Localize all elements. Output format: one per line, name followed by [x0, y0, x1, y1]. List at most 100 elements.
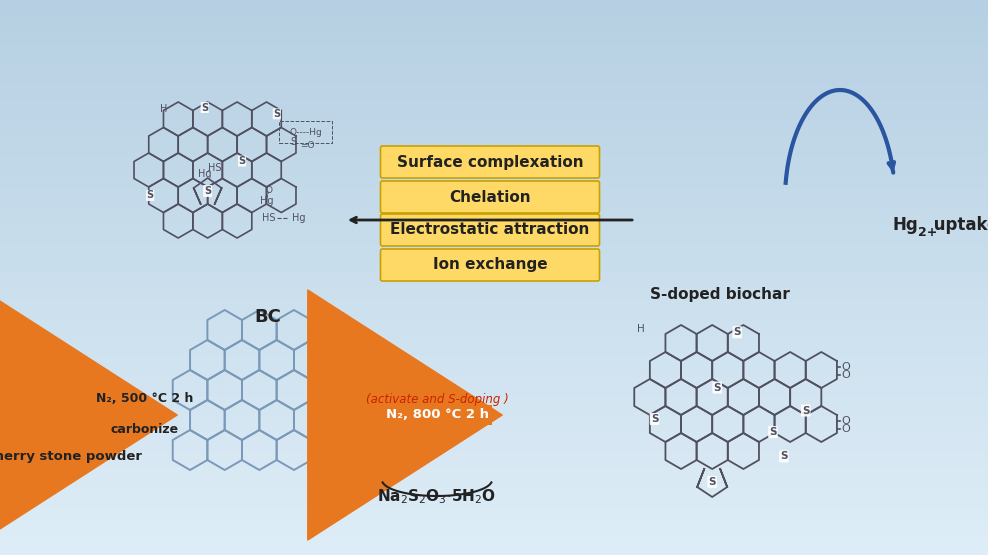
Bar: [0, 360, 988, 367]
Bar: [0, 249, 988, 256]
FancyBboxPatch shape: [380, 181, 600, 213]
Bar: [0, 89, 988, 97]
Bar: [0, 6, 988, 14]
Bar: [0, 193, 988, 201]
Text: O: O: [842, 362, 850, 372]
Bar: [0, 256, 988, 264]
Text: S: S: [146, 190, 154, 200]
Text: H: H: [160, 104, 167, 114]
Bar: [0, 381, 988, 388]
Bar: [0, 512, 988, 521]
Text: Hg: Hg: [260, 195, 274, 205]
Bar: [0, 242, 988, 250]
Text: S: S: [289, 137, 296, 147]
Bar: [0, 429, 988, 437]
Bar: [0, 436, 988, 444]
Text: N₂, 800 °C 2 h: N₂, 800 °C 2 h: [385, 408, 488, 421]
Bar: [0, 339, 988, 347]
Bar: [0, 124, 988, 132]
Text: (activate and S-doping ): (activate and S-doping ): [366, 393, 509, 406]
Text: Surface complexation: Surface complexation: [397, 154, 583, 169]
Bar: [0, 131, 988, 139]
Text: S: S: [651, 414, 658, 424]
Text: Hg: Hg: [198, 169, 211, 179]
Text: =O: =O: [300, 142, 315, 150]
Text: S: S: [274, 109, 281, 119]
Bar: [0, 533, 988, 541]
Bar: [0, 478, 988, 486]
Bar: [0, 103, 988, 111]
Bar: [0, 20, 988, 28]
Bar: [0, 290, 988, 299]
Text: HS: HS: [262, 214, 276, 224]
Bar: [0, 235, 988, 243]
Bar: [0, 401, 988, 410]
Text: N₂, 500 °C 2 h: N₂, 500 °C 2 h: [96, 392, 194, 405]
Text: S: S: [713, 382, 721, 392]
Bar: [0, 318, 988, 326]
Bar: [0, 450, 988, 458]
Bar: [0, 353, 988, 361]
Bar: [0, 387, 988, 395]
Text: S: S: [733, 327, 741, 337]
Bar: [0, 540, 988, 548]
FancyBboxPatch shape: [380, 249, 600, 281]
Bar: [0, 311, 988, 319]
Text: O----Hg: O----Hg: [289, 128, 322, 137]
Bar: [0, 464, 988, 472]
Bar: [0, 506, 988, 513]
Text: BC: BC: [255, 308, 282, 326]
Bar: [0, 179, 988, 188]
Text: S: S: [781, 451, 787, 461]
Bar: [0, 422, 988, 430]
Bar: [0, 408, 988, 416]
Text: Cherry stone powder: Cherry stone powder: [0, 450, 141, 463]
FancyBboxPatch shape: [380, 146, 600, 178]
Text: uptake: uptake: [928, 216, 988, 234]
Text: Ion exchange: Ion exchange: [433, 258, 547, 273]
Bar: [0, 415, 988, 423]
Bar: [0, 270, 988, 278]
Bar: [0, 117, 988, 125]
Bar: [0, 27, 988, 34]
Bar: [0, 498, 988, 506]
Bar: [0, 221, 988, 229]
FancyBboxPatch shape: [20, 385, 105, 455]
Bar: [0, 263, 988, 271]
Bar: [0, 138, 988, 145]
Text: S-doped biochar: S-doped biochar: [650, 287, 790, 302]
Bar: [0, 276, 988, 284]
Text: S: S: [205, 186, 211, 196]
Bar: [0, 519, 988, 527]
Bar: [0, 0, 988, 7]
Text: Chelation: Chelation: [450, 189, 531, 204]
Text: S: S: [770, 427, 777, 437]
Text: HS: HS: [208, 163, 221, 173]
Bar: [0, 54, 988, 62]
Bar: [0, 165, 988, 173]
Bar: [0, 34, 988, 42]
Text: S: S: [202, 103, 208, 113]
Text: O: O: [842, 425, 850, 435]
Bar: [0, 200, 988, 208]
Bar: [0, 41, 988, 49]
Bar: [0, 145, 988, 153]
Text: Na$_2$S$_2$O$_3$$\cdot$5H$_2$O: Na$_2$S$_2$O$_3$$\cdot$5H$_2$O: [377, 488, 497, 506]
Text: O: O: [842, 370, 850, 380]
Bar: [0, 284, 988, 291]
Text: S: S: [802, 406, 809, 416]
Bar: [0, 547, 988, 555]
Bar: [0, 471, 988, 478]
Text: Hg: Hg: [892, 216, 918, 234]
Text: O: O: [266, 186, 273, 195]
Bar: [0, 75, 988, 83]
Bar: [0, 82, 988, 90]
Bar: [0, 395, 988, 402]
Bar: [0, 374, 988, 382]
Bar: [0, 48, 988, 56]
Text: Electrostatic attraction: Electrostatic attraction: [390, 223, 590, 238]
Text: S: S: [708, 477, 716, 487]
Bar: [0, 173, 988, 180]
Text: Hg: Hg: [291, 214, 305, 224]
Bar: [0, 457, 988, 465]
